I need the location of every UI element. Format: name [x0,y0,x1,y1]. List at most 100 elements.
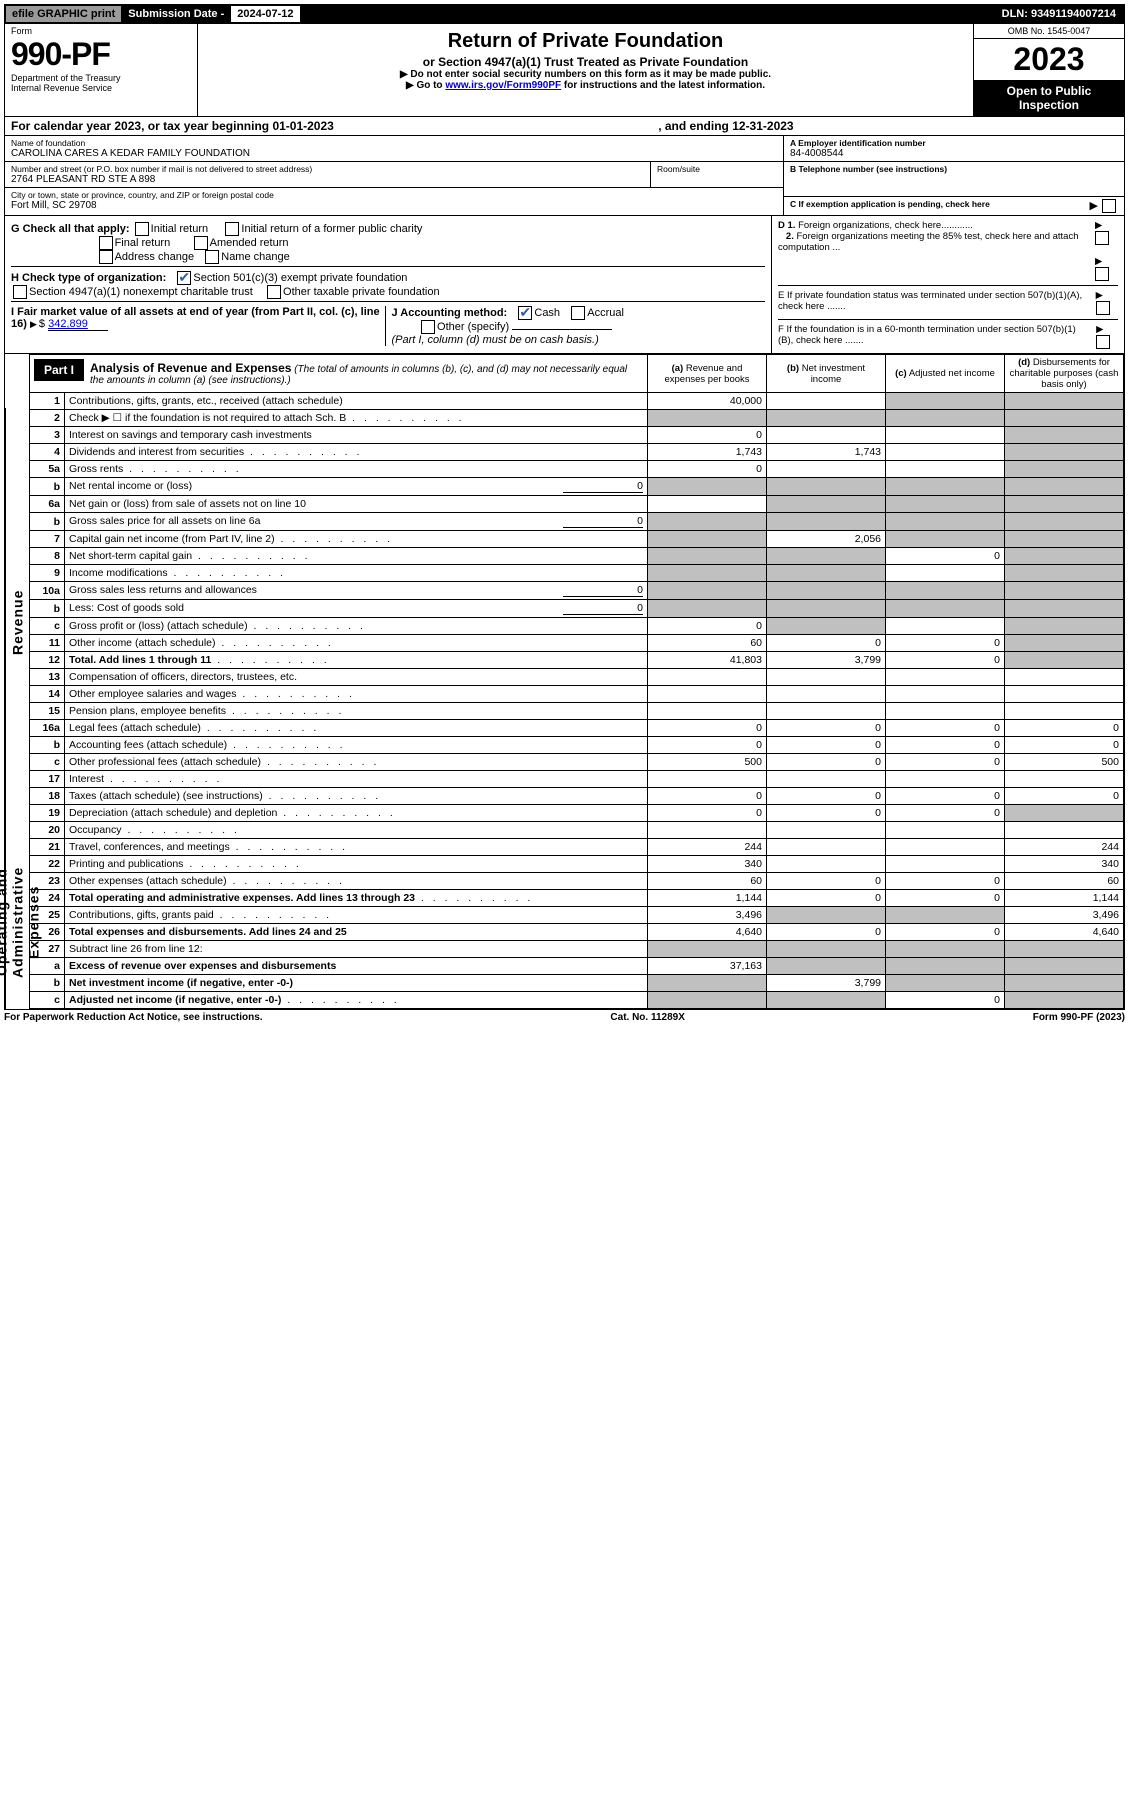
form-word: Form [11,26,191,36]
d1-checkbox[interactable] [1095,231,1109,245]
cell-a: 0 [648,461,767,478]
cell-d [1005,600,1124,618]
instr-pre: ▶ Go to [406,80,445,91]
table-row: 19Depreciation (attach schedule) and dep… [30,805,1124,822]
foundation-name-box: Name of foundation CAROLINA CARES A KEDA… [5,136,783,162]
table-row: 20Occupancy [30,822,1124,839]
cell-d: 60 [1005,873,1124,890]
cell-a: 0 [648,618,767,635]
line-number: b [30,600,65,618]
cell-a: 37,163 [648,958,767,975]
cell-c [886,444,1005,461]
table-row: 12Total. Add lines 1 through 1141,8033,7… [30,652,1124,669]
line-desc: Net investment income (if negative, ente… [65,975,648,992]
cell-b: 0 [767,720,886,737]
accrual-checkbox[interactable] [571,306,585,320]
4947a1-checkbox[interactable] [13,285,27,299]
cell-b: 3,799 [767,975,886,992]
cell-a: 244 [648,839,767,856]
cell-c [886,975,1005,992]
cell-a [648,975,767,992]
cell-a: 0 [648,720,767,737]
line-number: 13 [30,669,65,686]
line-desc: Other employee salaries and wages [65,686,648,703]
cell-c [886,771,1005,788]
entity-block: Name of foundation CAROLINA CARES A KEDA… [4,136,1125,216]
cell-d [1005,496,1124,513]
cell-c [886,427,1005,444]
cell-a: 41,803 [648,652,767,669]
f-checkbox[interactable] [1096,335,1110,349]
table-row: bAccounting fees (attach schedule)0000 [30,737,1124,754]
name-change-checkbox[interactable] [205,250,219,264]
cell-b [767,907,886,924]
cell-d: 340 [1005,856,1124,873]
amended-return-checkbox[interactable] [194,236,208,250]
initial-former-checkbox[interactable] [225,222,239,236]
tax-year: 2023 [974,39,1124,80]
cell-d [1005,548,1124,565]
name-label: Name of foundation [11,138,777,148]
cell-c: 0 [886,924,1005,941]
city-label: City or town, state or province, country… [11,190,777,200]
line-number: 2 [30,410,65,427]
table-row: bGross sales price for all assets on lin… [30,513,1124,531]
fmv-link[interactable]: 342,899 [48,318,108,331]
instr-ssn: ▶ Do not enter social security numbers o… [206,69,965,80]
table-row: 13Compensation of officers, directors, t… [30,669,1124,686]
j-accrual: Accrual [587,307,624,319]
cell-c: 0 [886,635,1005,652]
cat-no: Cat. No. 11289X [610,1012,684,1023]
d2-checkbox[interactable] [1095,267,1109,281]
cell-b: 0 [767,924,886,941]
line-number: 14 [30,686,65,703]
line-number: 3 [30,427,65,444]
cell-a: 1,743 [648,444,767,461]
line-number: 16a [30,720,65,737]
revenue-label: Revenue [5,408,29,836]
vertical-labels: Revenue Operating and Administrative Exp… [5,354,30,1009]
cell-b [767,461,886,478]
line-desc: Compensation of officers, directors, tru… [65,669,648,686]
cell-d [1005,975,1124,992]
other-taxable-checkbox[interactable] [267,285,281,299]
cell-b [767,478,886,496]
i-line: I Fair market value of all assets at end… [11,306,385,346]
table-row: 9Income modifications [30,565,1124,582]
table-row: 26Total expenses and disbursements. Add … [30,924,1124,941]
line-number: 20 [30,822,65,839]
c-label: C If exemption application is pending, c… [790,199,990,209]
line-desc: Income modifications [65,565,648,582]
c-checkbox[interactable] [1102,199,1116,213]
form990pf-link[interactable]: www.irs.gov/Form990PF [445,80,561,91]
line-number: 6a [30,496,65,513]
line-desc: Interest [65,771,648,788]
table-row: bNet rental income or (loss) 0 [30,478,1124,496]
cell-b [767,771,886,788]
cash-checkbox[interactable] [518,306,532,320]
line-desc: Printing and publications [65,856,648,873]
j-note: (Part I, column (d) must be on cash basi… [392,334,599,346]
phone-label: B Telephone number (see instructions) [790,164,1118,174]
other-method-checkbox[interactable] [421,320,435,334]
paperwork-notice: For Paperwork Reduction Act Notice, see … [4,1012,263,1023]
initial-return-checkbox[interactable] [135,222,149,236]
cell-b: 0 [767,635,886,652]
g-label: G Check all that apply: [11,223,130,235]
cell-d [1005,582,1124,600]
address-change-checkbox[interactable] [99,250,113,264]
table-row: 2Check ▶ ☐ if the foundation is not requ… [30,410,1124,427]
final-return-checkbox[interactable] [99,236,113,250]
501c3-checkbox[interactable] [177,271,191,285]
e-checkbox[interactable] [1096,301,1110,315]
g-line: G Check all that apply: Initial return I… [11,222,765,264]
cell-c: 0 [886,737,1005,754]
cell-a [648,941,767,958]
cell-a [648,771,767,788]
cell-b [767,600,886,618]
cell-d: 3,496 [1005,907,1124,924]
g-opt-2: Address change [115,251,195,263]
efile-print[interactable]: efile GRAPHIC print [6,6,122,22]
part1-container: Revenue Operating and Administrative Exp… [4,354,1125,1010]
cell-c [886,478,1005,496]
